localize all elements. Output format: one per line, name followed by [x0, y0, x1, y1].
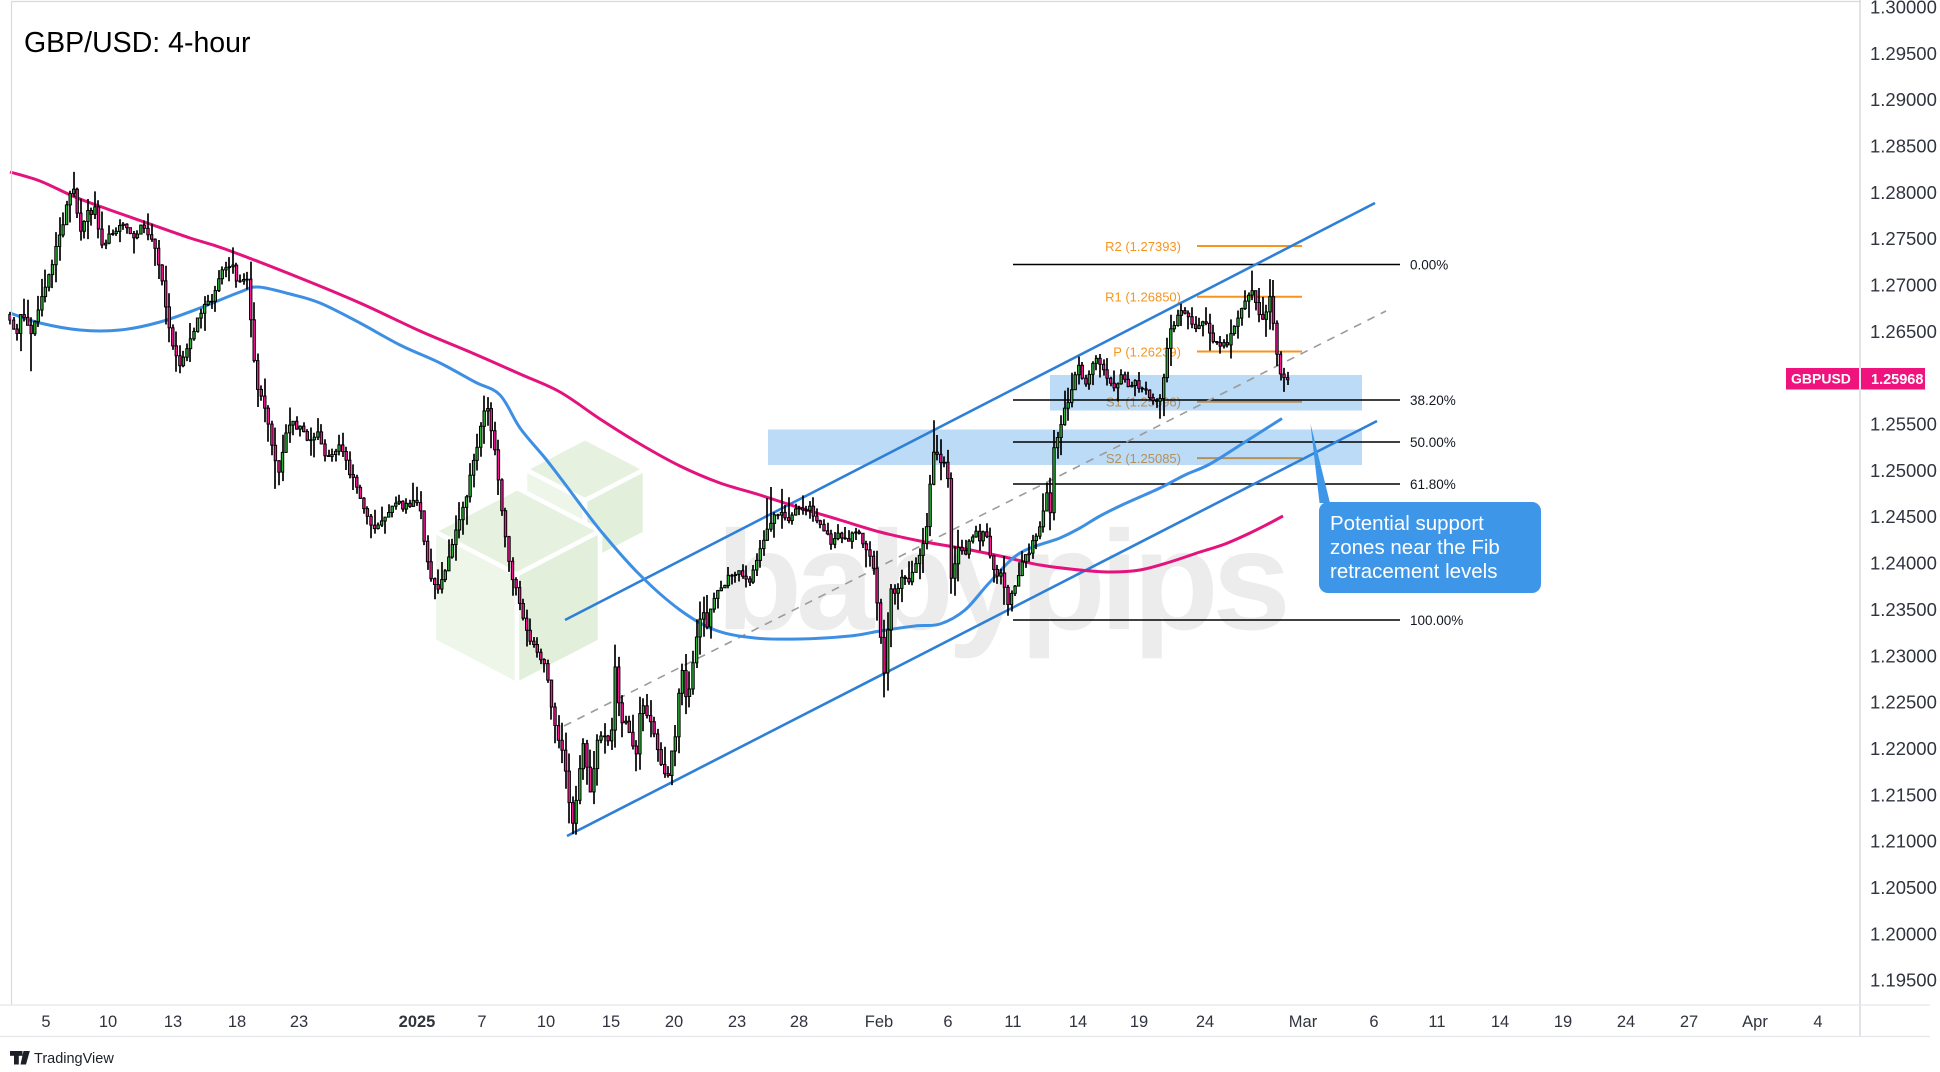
svg-text:Feb: Feb — [865, 1013, 893, 1031]
svg-text:15: 15 — [602, 1013, 620, 1031]
svg-text:0.00%: 0.00% — [1410, 258, 1448, 273]
svg-text:20: 20 — [665, 1013, 683, 1031]
svg-text:61.80%: 61.80% — [1410, 477, 1456, 492]
svg-text:1.27500: 1.27500 — [1870, 228, 1937, 249]
svg-text:R2 (1.27393): R2 (1.27393) — [1105, 239, 1181, 254]
svg-text:27: 27 — [1680, 1013, 1698, 1031]
svg-text:14: 14 — [1491, 1013, 1509, 1031]
svg-text:100.00%: 100.00% — [1410, 613, 1463, 628]
svg-text:6: 6 — [1369, 1013, 1378, 1031]
svg-text:1.29000: 1.29000 — [1870, 89, 1937, 110]
svg-text:1.25000: 1.25000 — [1870, 460, 1937, 481]
svg-text:1.28000: 1.28000 — [1870, 182, 1937, 203]
svg-text:zones near the Fib: zones near the Fib — [1330, 536, 1500, 559]
svg-text:1.24000: 1.24000 — [1870, 553, 1937, 574]
svg-text:P (1.26239): P (1.26239) — [1113, 345, 1181, 360]
svg-text:1.20500: 1.20500 — [1870, 877, 1937, 898]
svg-text:Potential support: Potential support — [1330, 512, 1484, 535]
svg-text:1.22500: 1.22500 — [1870, 692, 1937, 713]
svg-text:GBP/USD: 4-hour: GBP/USD: 4-hour — [24, 27, 251, 59]
svg-text:1.28500: 1.28500 — [1870, 136, 1937, 157]
svg-text:6: 6 — [943, 1013, 952, 1031]
svg-text:1.19500: 1.19500 — [1870, 970, 1937, 991]
svg-text:38.20%: 38.20% — [1410, 393, 1456, 408]
svg-text:1.25968: 1.25968 — [1871, 372, 1923, 388]
svg-text:50.00%: 50.00% — [1410, 435, 1456, 450]
svg-text:1.21000: 1.21000 — [1870, 831, 1937, 852]
svg-text:TradingView: TradingView — [34, 1051, 114, 1067]
svg-text:1.25500: 1.25500 — [1870, 414, 1937, 435]
svg-text:28: 28 — [790, 1013, 808, 1031]
svg-text:2025: 2025 — [399, 1013, 436, 1031]
svg-text:1.24500: 1.24500 — [1870, 506, 1937, 527]
svg-text:23: 23 — [728, 1013, 746, 1031]
svg-text:GBPUSD: GBPUSD — [1791, 371, 1851, 387]
svg-text:10: 10 — [99, 1013, 117, 1031]
svg-text:18: 18 — [228, 1013, 246, 1031]
svg-text:11: 11 — [1428, 1013, 1445, 1031]
svg-text:1.26500: 1.26500 — [1870, 321, 1937, 342]
svg-text:24: 24 — [1196, 1013, 1214, 1031]
svg-text:14: 14 — [1069, 1013, 1087, 1031]
svg-text:10: 10 — [537, 1013, 555, 1031]
svg-text:1.23000: 1.23000 — [1870, 645, 1937, 666]
svg-text:1.23500: 1.23500 — [1870, 599, 1937, 620]
svg-text:19: 19 — [1130, 1013, 1148, 1031]
svg-text:S2 (1.25085): S2 (1.25085) — [1106, 451, 1181, 466]
svg-text:1.29500: 1.29500 — [1870, 43, 1937, 64]
svg-text:4: 4 — [1813, 1013, 1822, 1031]
svg-text:retracement levels: retracement levels — [1330, 560, 1497, 583]
svg-text:1.22000: 1.22000 — [1870, 738, 1937, 759]
svg-text:24: 24 — [1617, 1013, 1635, 1031]
svg-text:Apr: Apr — [1742, 1013, 1768, 1031]
svg-text:1.27000: 1.27000 — [1870, 275, 1937, 296]
svg-text:Mar: Mar — [1289, 1013, 1318, 1031]
svg-text:1.20000: 1.20000 — [1870, 923, 1937, 944]
svg-text:11: 11 — [1004, 1013, 1021, 1031]
svg-text:5: 5 — [41, 1013, 50, 1031]
svg-text:R1 (1.26850): R1 (1.26850) — [1105, 290, 1181, 305]
svg-text:1.30000: 1.30000 — [1870, 0, 1937, 18]
svg-text:19: 19 — [1554, 1013, 1572, 1031]
svg-text:1.21500: 1.21500 — [1870, 784, 1937, 805]
svg-text:23: 23 — [290, 1013, 308, 1031]
svg-text:7: 7 — [477, 1013, 486, 1031]
svg-text:13: 13 — [164, 1013, 182, 1031]
